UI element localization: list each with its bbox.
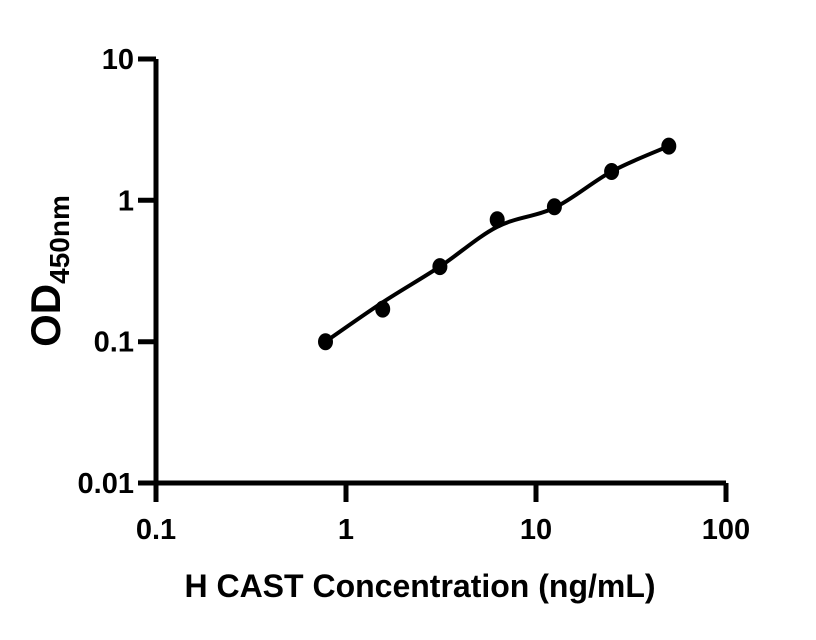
x-tick-label: 10 — [520, 514, 552, 546]
data-point-marker — [375, 300, 391, 318]
x-tick-label: 1 — [338, 514, 354, 546]
data-point-marker — [661, 137, 677, 155]
y-axis-title-subscript: 450nm — [44, 195, 75, 284]
x-tick-label: 0.1 — [136, 514, 176, 546]
y-tick-label: 10 — [102, 44, 134, 76]
y-tick-label: 1 — [118, 185, 134, 217]
data-point-marker — [432, 258, 448, 276]
y-tick-label: 0.01 — [78, 468, 134, 500]
y-axis-title: OD450nm — [22, 195, 75, 347]
x-axis-title: H CAST Concentration (ng/mL) — [184, 568, 656, 604]
data-point-marker — [489, 211, 505, 229]
y-tick-label: 0.1 — [94, 327, 134, 359]
data-point-marker — [546, 198, 562, 216]
data-point-marker — [318, 333, 333, 351]
x-tick-label: 100 — [702, 514, 750, 546]
y-axis-title-main: OD — [22, 283, 69, 347]
data-point-marker — [604, 163, 620, 180]
